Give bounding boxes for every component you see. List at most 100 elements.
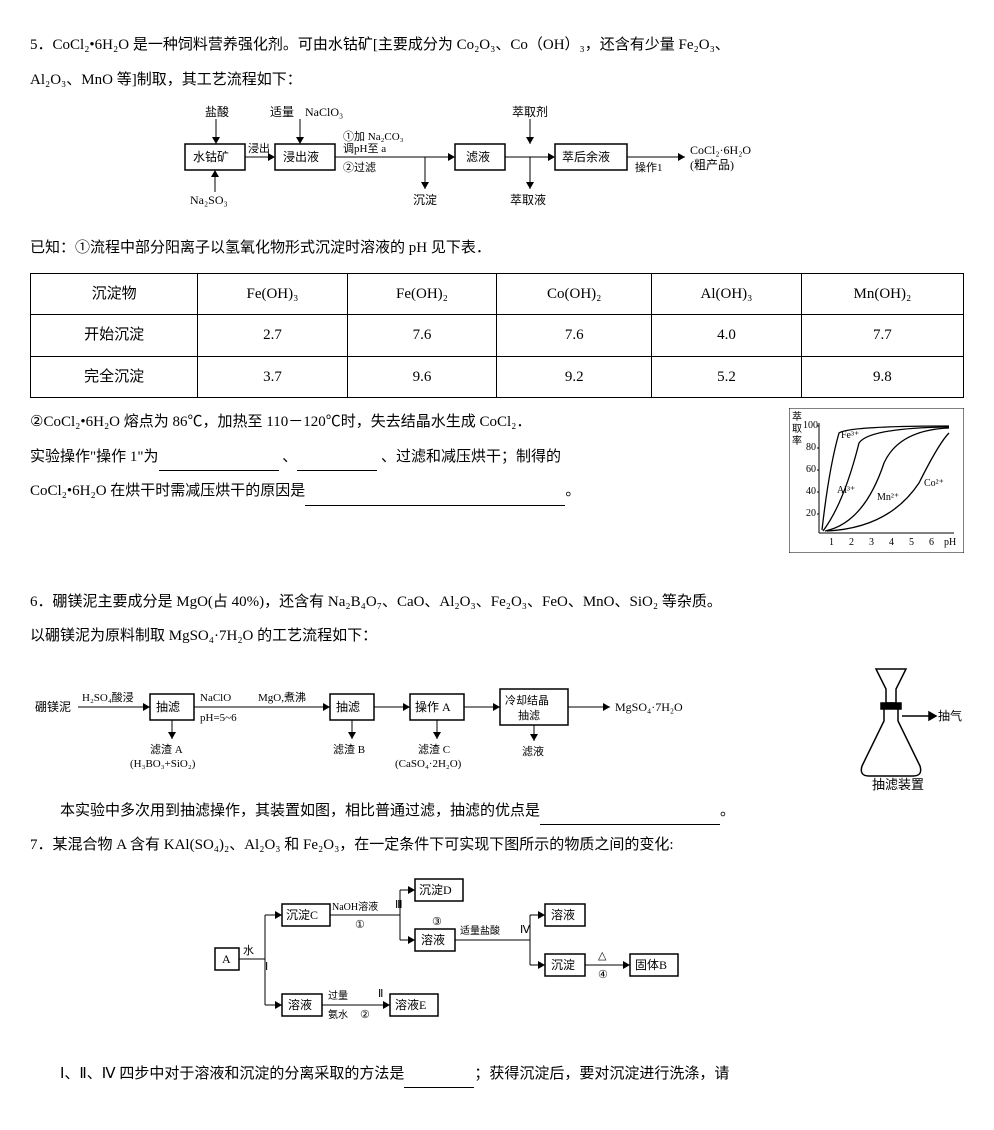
label: △ <box>598 950 607 962</box>
svg-text:Fe³⁺: Fe³⁺ <box>841 430 859 441</box>
table-cell: 9.8 <box>801 356 963 398</box>
box: 沉淀 <box>551 958 575 972</box>
table-cell: 4.0 <box>652 315 802 357</box>
q6-intro2: 以硼镁泥为原料制取 MgSO₄·7H₂O 的工艺流程如下： <box>30 622 964 651</box>
svg-text:5: 5 <box>909 537 914 548</box>
box: A <box>222 952 231 966</box>
output: CoCl₂·6H₂O <box>690 143 751 157</box>
label: 沉淀 <box>413 193 437 207</box>
svg-text:pH: pH <box>944 537 956 548</box>
label: 抽滤装置 <box>872 777 924 791</box>
label: 浸出 <box>248 141 270 155</box>
label: (H₃BO₃+SiO₂) <box>130 758 196 770</box>
table-cell: 7.7 <box>801 315 963 357</box>
q6-question: 本实验中多次用到抽滤操作，其装置如图，相比普通过滤，抽滤的优点是。 <box>30 797 964 826</box>
label: Ⅳ <box>520 924 531 936</box>
label: 萃取剂 <box>512 104 548 119</box>
label: H₂SO₄酸浸 <box>82 690 134 704</box>
table-header: Fe(OH)₂ <box>347 273 497 315</box>
q5-intro1: 5．CoCl₂•6H₂O 是一种饲料营养强化剂。可由水钴矿[主要成分为 Co₂O… <box>30 31 964 60</box>
label: ② <box>360 1009 370 1021</box>
q6-flask: 抽气 抽滤装置 <box>834 661 964 791</box>
svg-text:4: 4 <box>889 537 894 548</box>
blank-input[interactable] <box>305 487 565 506</box>
label: 滤液 <box>522 744 544 758</box>
table-header: 沉淀物 <box>31 273 198 315</box>
label: MgO,煮沸 <box>258 691 306 704</box>
box: 萃后余液 <box>562 149 610 164</box>
table-cell: 完全沉淀 <box>31 356 198 398</box>
blank-input[interactable] <box>404 1069 474 1088</box>
box: 溶液E <box>395 997 426 1012</box>
label: 滤渣 B <box>333 742 365 756</box>
q7-flowchart: A 水 Ⅰ 沉淀C NaOH溶液 ① Ⅲ 沉淀D 溶液 ③ 适量盐酸 Ⅳ <box>210 870 964 1050</box>
label: 硼镁泥 <box>35 700 71 714</box>
table-header: Fe(OH)₃ <box>198 273 348 315</box>
q5-known: 已知：①流程中部分阳离子以氢氧化物形式沉淀时溶液的 pH 见下表． <box>30 234 964 263</box>
table-cell: 9.6 <box>347 356 497 398</box>
box: 滤液 <box>466 149 490 164</box>
label: ②过滤 <box>343 161 376 174</box>
svg-text:80: 80 <box>806 442 816 453</box>
label: 过量 <box>328 989 348 1002</box>
label: ① <box>355 919 365 931</box>
svg-text:20: 20 <box>806 508 816 519</box>
label: 萃取液 <box>510 192 546 207</box>
q7-intro: 7．某混合物 A 含有 KAl(SO₄)₂、Al₂O₃ 和 Fe₂O₃，在一定条… <box>30 831 964 860</box>
table-cell: 2.7 <box>198 315 348 357</box>
box: 溶液 <box>288 997 312 1012</box>
label: Ⅱ <box>378 988 383 1000</box>
label: pH=5~6 <box>200 712 237 724</box>
q6-flowchart: 硼镁泥 H₂SO₄酸浸 抽滤 滤渣 A (H₃BO₃+SiO₂) NaClO p… <box>30 661 964 781</box>
svg-text:60: 60 <box>806 464 816 475</box>
output: (粗产品) <box>690 158 734 172</box>
q7-question: Ⅰ、Ⅱ、Ⅳ 四步中对于溶液和沉淀的分离采取的方法是；获得沉淀后，要对沉淀进行洗涤… <box>30 1060 964 1089</box>
q6-intro1: 6．硼镁泥主要成分是 MgO(占 40%)，还含有 Na₂B₄O₇、CaO、Al… <box>30 588 964 617</box>
svg-text:1: 1 <box>829 537 834 548</box>
label: NaClO <box>200 692 231 704</box>
box: 水钴矿 <box>193 149 229 164</box>
q5-flowchart: 盐酸 适量 NaClO₃ 水钴矿 Na₂SO₃ 浸出 浸出液 ①加 Na₂CO₃… <box>90 104 964 224</box>
table-cell: 7.6 <box>347 315 497 357</box>
box: 抽滤 <box>156 700 180 714</box>
label: (CaSO₄·2H₂O) <box>395 758 462 770</box>
label: ④ <box>598 969 608 981</box>
box: 抽滤 <box>336 700 360 714</box>
box: 冷却结晶 <box>505 694 549 707</box>
label: 滤渣 C <box>418 742 450 756</box>
label: 水 <box>243 944 254 957</box>
blank-input[interactable] <box>297 452 377 471</box>
svg-text:取: 取 <box>792 423 802 435</box>
q5-table: 沉淀物 Fe(OH)₃ Fe(OH)₂ Co(OH)₂ Al(OH)₃ Mn(O… <box>30 273 964 399</box>
table-cell: 5.2 <box>652 356 802 398</box>
box: 浸出液 <box>283 149 319 164</box>
box: 沉淀D <box>419 883 452 897</box>
blank-input[interactable] <box>159 452 279 471</box>
svg-text:率: 率 <box>792 434 802 447</box>
label: NaOH溶液 <box>332 900 378 913</box>
blank-input[interactable] <box>540 806 720 825</box>
table-header: Mn(OH)₂ <box>801 273 963 315</box>
table-cell: 9.2 <box>497 356 652 398</box>
table-cell: 7.6 <box>497 315 652 357</box>
q5-graph: 萃取率 100 80 60 40 20 1 2 3 4 5 6 <box>789 408 964 553</box>
box: 溶液 <box>551 907 575 922</box>
label: 氨水 <box>328 1008 348 1021</box>
box: 抽滤 <box>518 708 540 722</box>
q5-intro2: Al₂O₃、MnO 等]制取，其工艺流程如下： <box>30 66 964 95</box>
svg-text:3: 3 <box>869 537 874 548</box>
table-header: Co(OH)₂ <box>497 273 652 315</box>
box: 溶液 <box>421 932 445 947</box>
label: 适量盐酸 <box>460 924 500 937</box>
svg-text:6: 6 <box>929 537 934 548</box>
table-cell: 开始沉淀 <box>31 315 198 357</box>
label: NaClO₃ <box>305 105 343 119</box>
svg-text:Co²⁺: Co²⁺ <box>924 478 944 489</box>
label: 操作1 <box>635 160 663 174</box>
output: MgSO₄·7H₂O <box>615 700 683 714</box>
table-header: Al(OH)₃ <box>652 273 802 315</box>
svg-text:40: 40 <box>806 486 816 497</box>
label: 调pH至 a <box>343 142 386 155</box>
label: Ⅲ <box>395 899 403 911</box>
label: 滤渣 A <box>150 742 183 756</box>
